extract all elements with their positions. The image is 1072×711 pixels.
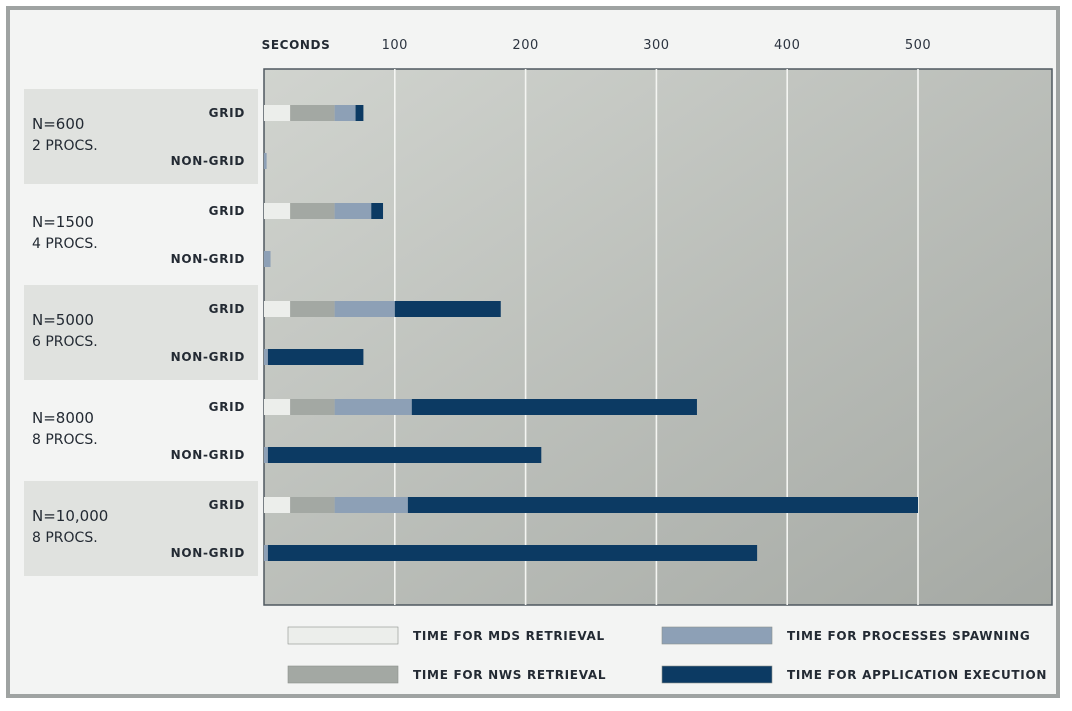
legend-swatch xyxy=(287,626,399,645)
bar-segment xyxy=(371,203,384,219)
bar-segment xyxy=(264,251,271,267)
bar-segment xyxy=(290,203,335,219)
bar-segment xyxy=(290,497,335,513)
bar-segment xyxy=(264,497,291,513)
bar-segment xyxy=(264,153,267,169)
x-tick-label: 500 xyxy=(905,38,931,53)
bar-segment xyxy=(334,203,372,219)
bar-segment xyxy=(411,399,697,415)
group-label-panel xyxy=(24,481,258,576)
bar-segment xyxy=(407,497,918,513)
bar-segment xyxy=(264,545,268,561)
row-label: NON-GRID xyxy=(171,546,245,560)
bar-segment xyxy=(264,301,291,317)
plot-area xyxy=(263,68,1053,606)
bar-segment xyxy=(267,545,758,561)
legend-swatch xyxy=(661,665,773,684)
group-procs-label: 2 PROCS. xyxy=(32,138,98,154)
row-label: NON-GRID xyxy=(171,252,245,266)
row-label: NON-GRID xyxy=(171,448,245,462)
bar-segment xyxy=(264,399,291,415)
bar-segment xyxy=(334,105,356,121)
legend-label: TIME FOR APPLICATION EXECUTION xyxy=(787,668,1047,682)
bar-segment xyxy=(334,301,395,317)
group-size-label: N=600 xyxy=(32,115,84,133)
row-label: NON-GRID xyxy=(171,154,245,168)
group-label-panel xyxy=(24,285,258,380)
bar-segment xyxy=(264,203,291,219)
bar-segment xyxy=(290,301,335,317)
group-label-panel xyxy=(24,89,258,184)
bar-segment xyxy=(264,447,268,463)
bar-segment xyxy=(264,349,268,365)
bar-segment xyxy=(394,301,501,317)
group-procs-label: 8 PROCS. xyxy=(32,432,98,448)
row-label: GRID xyxy=(209,498,245,512)
bar-segment xyxy=(334,399,412,415)
x-tick-label: 200 xyxy=(512,38,538,53)
group-size-label: N=8000 xyxy=(32,409,94,427)
group-procs-label: 8 PROCS. xyxy=(32,530,98,546)
bar-segment xyxy=(267,447,542,463)
legend-label: TIME FOR NWS RETRIEVAL xyxy=(413,668,606,682)
row-label: GRID xyxy=(209,400,245,414)
legend-swatch xyxy=(661,626,773,645)
legend-label: TIME FOR PROCESSES SPAWNING xyxy=(787,629,1030,643)
legend-label: TIME FOR MDS RETRIEVAL xyxy=(413,629,605,643)
bar-segment xyxy=(264,105,291,121)
row-label: GRID xyxy=(209,204,245,218)
row-label: GRID xyxy=(209,302,245,316)
bar-segment xyxy=(267,349,364,365)
bar-segment xyxy=(290,105,335,121)
group-size-label: N=1500 xyxy=(32,213,94,231)
x-tick-label: 100 xyxy=(382,38,408,53)
row-label: GRID xyxy=(209,106,245,120)
group-procs-label: 4 PROCS. xyxy=(32,236,98,252)
legend-swatch xyxy=(287,665,399,684)
group-size-label: N=5000 xyxy=(32,311,94,329)
x-tick-label: 300 xyxy=(643,38,669,53)
group-size-label: N=10,000 xyxy=(32,507,108,525)
bar-segment xyxy=(290,399,335,415)
bar-segment xyxy=(355,105,364,121)
x-tick-label: 400 xyxy=(774,38,800,53)
x-axis-title: SECONDS xyxy=(262,38,331,52)
group-procs-label: 6 PROCS. xyxy=(32,334,98,350)
row-label: NON-GRID xyxy=(171,350,245,364)
bar-segment xyxy=(334,497,408,513)
